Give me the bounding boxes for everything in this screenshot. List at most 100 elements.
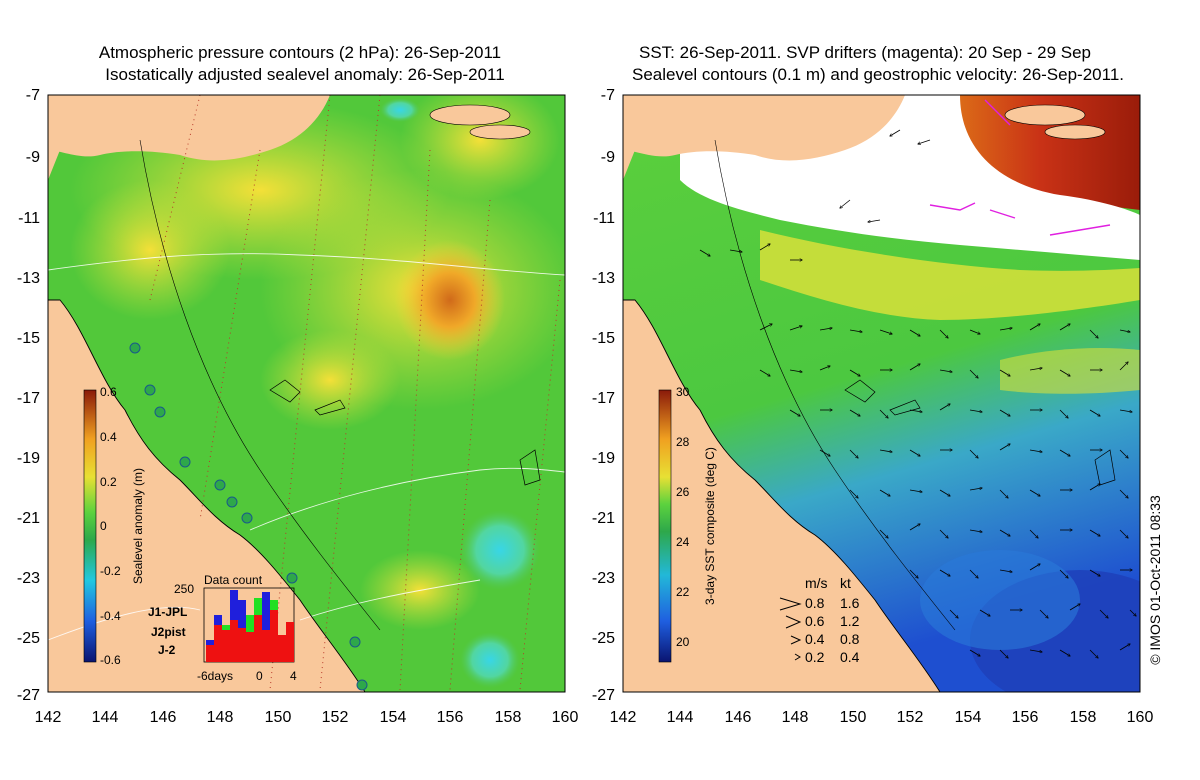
inset-legend-j1: J1-JPL [148, 605, 187, 619]
svg-text:24: 24 [676, 535, 690, 549]
inset-title: Data count [204, 573, 263, 587]
svg-text:-19: -19 [17, 450, 40, 467]
svg-text:0: 0 [256, 669, 263, 683]
right-y-axis: -7 -9 -11 -13 -15 -17 -19 -21 -23 -25 -2… [592, 87, 615, 704]
svg-text:156: 156 [1012, 709, 1039, 726]
svg-text:-11: -11 [18, 210, 40, 227]
new-guinea-land [48, 95, 330, 161]
svg-text:4: 4 [290, 669, 297, 683]
svg-text:0.8: 0.8 [840, 631, 860, 647]
svg-text:148: 148 [207, 709, 234, 726]
velocity-arrows [699, 129, 1136, 658]
svg-text:0.2: 0.2 [805, 649, 825, 665]
velocity-key-ms-header: m/s [805, 575, 828, 591]
svg-text:152: 152 [897, 709, 924, 726]
svg-text:0.2: 0.2 [100, 475, 117, 489]
svg-text:152: 152 [322, 709, 349, 726]
right-title-line1: SST: 26-Sep-2011. SVP drifters (magenta)… [639, 43, 1091, 62]
sst-colorbar: 30 28 26 24 22 20 3-day SST composite (d… [658, 385, 717, 663]
svg-text:160: 160 [552, 709, 579, 726]
left-y-axis: -7 -9 -11 -13 -15 -17 -19 -21 -23 -25 -2… [17, 87, 40, 704]
svg-text:0.4: 0.4 [100, 430, 117, 444]
australia-land-right [623, 300, 940, 692]
left-title-line2: Isostatically adjusted sealevel anomaly:… [105, 65, 504, 84]
svg-text:-27: -27 [592, 687, 615, 704]
svg-text:-7: -7 [26, 87, 40, 104]
svg-text:148: 148 [782, 709, 809, 726]
svg-text:142: 142 [610, 709, 637, 726]
svg-text:-15: -15 [592, 330, 615, 347]
sla-high-anomaly [395, 240, 505, 360]
sla-colorbar: 0.6 0.4 0.2 0 -0.2 -0.4 -0.6 Sealevel an… [83, 385, 145, 667]
drifter-tracks [929, 99, 1111, 236]
svg-text:20: 20 [676, 635, 690, 649]
svg-text:-27: -27 [17, 687, 40, 704]
left-x-axis: 142 144 146 148 150 152 154 156 158 160 [35, 709, 579, 726]
svg-text:146: 146 [150, 709, 177, 726]
svg-text:-25: -25 [592, 630, 615, 647]
tide-gauge-stations [129, 342, 368, 691]
svg-text:28: 28 [676, 435, 690, 449]
svg-text:1.2: 1.2 [840, 613, 860, 629]
inset-bars [206, 590, 294, 662]
svg-text:-17: -17 [17, 390, 40, 407]
right-x-axis: 142 144 146 148 150 152 154 156 158 160 [610, 709, 1154, 726]
svg-text:-15: -15 [17, 330, 40, 347]
svg-text:1.6: 1.6 [840, 595, 860, 611]
svg-text:-17: -17 [592, 390, 615, 407]
pressure-contours [149, 95, 561, 691]
right-title-line2: Sealevel contours (0.1 m) and geostrophi… [632, 65, 1124, 84]
velocity-key-kt-header: kt [840, 575, 851, 591]
sla-colorbar-label: Sealevel anomaly (m) [131, 468, 145, 584]
svg-text:26: 26 [676, 485, 690, 499]
svg-text:0: 0 [100, 519, 107, 533]
svg-text:-0.6: -0.6 [100, 653, 121, 667]
svg-text:22: 22 [676, 585, 690, 599]
svg-text:-19: -19 [592, 450, 615, 467]
new-guinea-land-right [623, 95, 905, 161]
right-map [622, 94, 1141, 693]
svg-text:158: 158 [1070, 709, 1097, 726]
australia-land [48, 300, 365, 692]
svg-text:156: 156 [437, 709, 464, 726]
svg-text:-13: -13 [592, 270, 615, 287]
svg-text:146: 146 [725, 709, 752, 726]
svg-text:158: 158 [495, 709, 522, 726]
svg-text:0.6: 0.6 [100, 385, 117, 399]
sst-colorbar-label: 3-day SST composite (deg C) [703, 447, 717, 605]
left-title-line1: Atmospheric pressure contours (2 hPa): 2… [99, 43, 501, 62]
velocity-key: m/s kt 0.8 1.6 0.6 1.2 0.4 0.8 0.2 0.4 [779, 575, 860, 665]
svg-text:0.4: 0.4 [805, 631, 825, 647]
imos-credit: © IMOS 01-Oct-2011 08:33 [1147, 495, 1163, 665]
svg-text:144: 144 [92, 709, 119, 726]
svg-text:154: 154 [380, 709, 407, 726]
svg-text:154: 154 [955, 709, 982, 726]
svg-text:144: 144 [667, 709, 694, 726]
svg-text:-23: -23 [17, 570, 40, 587]
svg-text:150: 150 [840, 709, 867, 726]
svg-text:-21: -21 [17, 510, 40, 527]
svg-text:-7: -7 [601, 87, 615, 104]
svg-text:-13: -13 [17, 270, 40, 287]
svg-text:142: 142 [35, 709, 62, 726]
svg-text:-0.4: -0.4 [100, 609, 121, 623]
svg-text:-0.2: -0.2 [100, 564, 121, 578]
inset-y-tick: 250 [174, 582, 194, 596]
svg-text:-9: -9 [601, 149, 615, 166]
left-map [47, 94, 566, 693]
svg-text:0.4: 0.4 [840, 649, 860, 665]
svg-text:30: 30 [676, 385, 690, 399]
svg-text:-25: -25 [17, 630, 40, 647]
svg-text:-6days: -6days [197, 669, 233, 683]
svg-text:0.6: 0.6 [805, 613, 825, 629]
svg-text:150: 150 [265, 709, 292, 726]
inset-legend-j-2: J-2 [158, 643, 176, 657]
inset-legend-j2: J2pist [151, 625, 186, 639]
data-count-inset: Data count 250 -6days 0 4 [148, 573, 297, 683]
svg-text:-9: -9 [26, 149, 40, 166]
svg-text:0.8: 0.8 [805, 595, 825, 611]
svg-text:-11: -11 [593, 210, 615, 227]
svg-text:-21: -21 [592, 510, 615, 527]
svg-text:160: 160 [1127, 709, 1154, 726]
svg-text:-23: -23 [592, 570, 615, 587]
